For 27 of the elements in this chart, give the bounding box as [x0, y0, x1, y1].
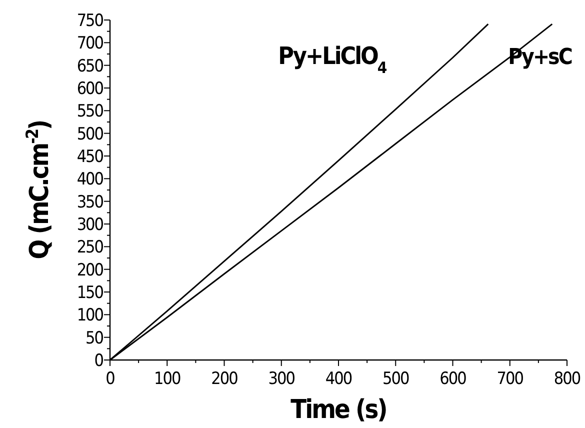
y-tick-label: 250: [76, 238, 104, 258]
x-tick-label: 600: [440, 369, 466, 389]
x-tick-label: 800: [554, 369, 580, 389]
x-tick-label: 400: [325, 369, 352, 389]
y-tick-label: 150: [76, 283, 104, 303]
y-tick-label: 200: [76, 260, 104, 280]
x-tick-label: 300: [268, 369, 295, 389]
y-tick-label: 550: [76, 102, 104, 122]
y-tick-label: 650: [76, 56, 104, 76]
y-tick-label: 500: [76, 124, 104, 144]
y-tick-label: 700: [76, 34, 104, 54]
y-tick-label: 100: [76, 306, 104, 326]
x-tick-label: 700: [496, 369, 524, 389]
y-tick-label: 350: [76, 192, 104, 212]
x-tick-label: 500: [382, 369, 409, 389]
y-tick-label: 750: [76, 11, 104, 31]
y-tick-label: 400: [76, 170, 104, 190]
y-tick-label: 450: [76, 147, 104, 167]
series-label: Py+LiClO$_{4}$: [278, 42, 388, 78]
x-tick-label: 100: [154, 369, 180, 389]
y-tick-label: 50: [86, 328, 104, 348]
y-tick-label: 300: [76, 215, 104, 235]
y-tick-label: 0: [94, 351, 104, 371]
y-tick-label: 600: [76, 79, 104, 99]
series-label: Py+sC: [508, 45, 572, 70]
x-tick-label: 200: [211, 369, 238, 389]
x-axis-title: Time (s): [290, 395, 386, 425]
